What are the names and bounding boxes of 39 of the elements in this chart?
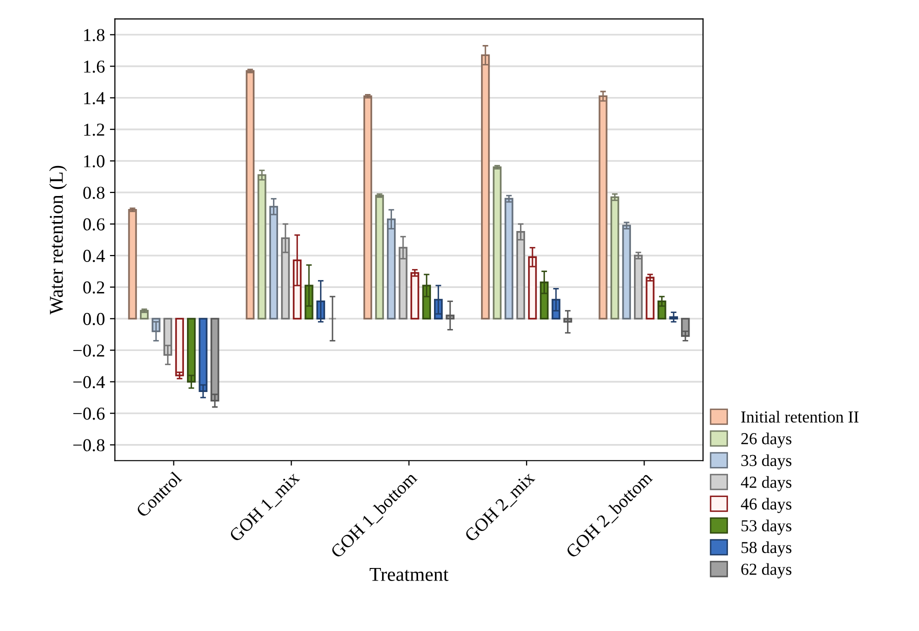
x-axis-title: Treatment [370, 568, 448, 581]
legend-label: 46 days [740, 498, 792, 514]
y-tick-label: 0.8 [83, 186, 104, 199]
y-tick-label: 1.0 [84, 155, 104, 168]
y-tick-label: −0.4 [73, 376, 105, 388]
legend-label: 26 days [741, 432, 792, 448]
bar [246, 70, 255, 320]
bar [658, 300, 666, 320]
legend-label: 53 days [742, 520, 792, 535]
y-tick-label: −0.6 [73, 408, 105, 420]
bar [375, 194, 384, 320]
legend-label: 33 days [741, 454, 792, 470]
legend-label: Initial retention II [741, 410, 858, 423]
bar [363, 95, 372, 320]
y-axis-title: Water retention (L) [49, 166, 67, 315]
bar [634, 254, 643, 320]
y-tick-label: 1.6 [84, 60, 105, 73]
y-tick-label: 1.4 [84, 92, 105, 104]
legend-label: 58 days [742, 541, 792, 557]
y-tick-label: 1.8 [84, 28, 104, 42]
bar [504, 198, 514, 320]
bar [492, 166, 502, 320]
y-tick-label: −0.8 [73, 439, 104, 452]
y-tick-label: 0.6 [83, 218, 105, 231]
legend-label: 62 days [741, 563, 792, 578]
y-tick-label: 0.0 [83, 312, 104, 326]
y-tick-label: 0.4 [83, 250, 105, 262]
bar [622, 224, 631, 320]
bar [598, 95, 608, 320]
y-tick-label: 0.2 [83, 281, 104, 294]
bar [128, 208, 137, 320]
bar [610, 196, 620, 320]
bar [646, 276, 654, 320]
bar [175, 318, 184, 376]
y-tick-label: 1.2 [84, 124, 104, 136]
legend-label: 42 days [740, 476, 792, 492]
y-tick-label: −0.2 [73, 344, 104, 357]
bar [410, 272, 420, 320]
bar [258, 174, 266, 320]
